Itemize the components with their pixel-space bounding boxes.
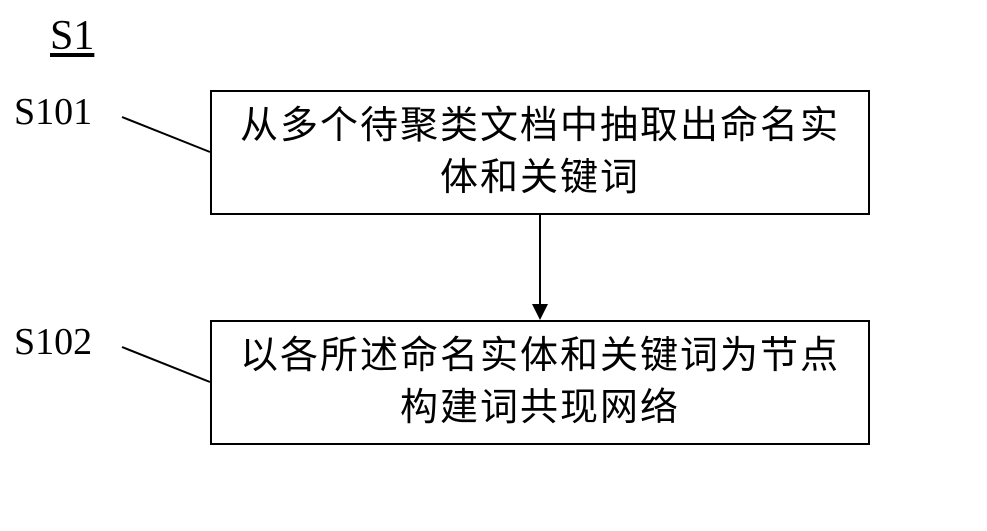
step-label-s101: S101 bbox=[14, 90, 92, 134]
step-text-s102: 以各所述命名实体和关键词为节点构建词共现网络 bbox=[232, 331, 848, 434]
step-box-s101: 从多个待聚类文档中抽取出命名实体和关键词 bbox=[210, 90, 870, 215]
step-text-s101: 从多个待聚类文档中抽取出命名实体和关键词 bbox=[232, 101, 848, 204]
flow-arrow bbox=[0, 0, 987, 531]
diagram-heading: S1 bbox=[50, 12, 94, 60]
connector-s101 bbox=[0, 0, 987, 531]
step-label-s102: S102 bbox=[14, 320, 92, 364]
connector-s102 bbox=[0, 0, 987, 531]
step-box-s102: 以各所述命名实体和关键词为节点构建词共现网络 bbox=[210, 320, 870, 445]
